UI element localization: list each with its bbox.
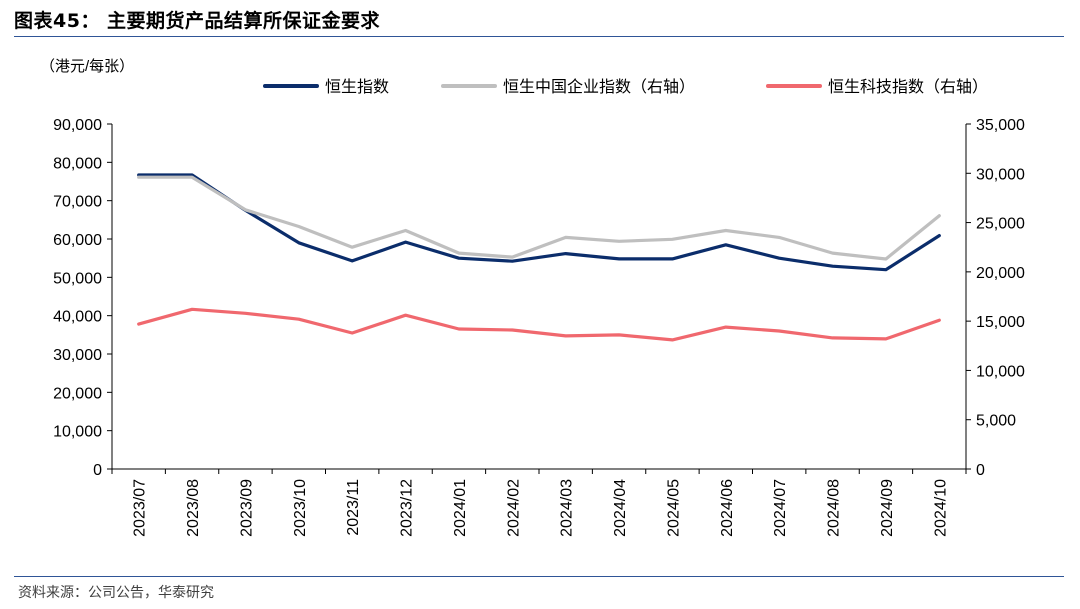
- x-tick-label: 2024/01: [452, 479, 469, 537]
- left-tick-label: 70,000: [53, 194, 102, 211]
- x-tick-label: 2023/12: [399, 479, 416, 537]
- x-tick-label: 2024/06: [719, 479, 736, 537]
- legend-label-2: 恒生中国企业指数（右轴）: [503, 78, 695, 96]
- x-tick-label: 2023/07: [132, 479, 149, 537]
- x-tick-label: 2024/09: [879, 479, 896, 537]
- x-tick-label: 2023/08: [185, 479, 202, 537]
- x-tick-label: 2023/10: [292, 479, 309, 537]
- x-tick-label: 2024/05: [665, 479, 682, 537]
- left-tick-label: 0: [93, 462, 102, 479]
- legend-label-1: 恒生指数: [325, 78, 389, 96]
- left-tick-label: 10,000: [53, 424, 102, 441]
- legend-label-3: 恒生科技指数（右轴）: [828, 78, 988, 96]
- chart-title: 图表45： 主要期货产品结算所保证金要求: [14, 10, 381, 32]
- right-tick-label: 35,000: [976, 117, 1025, 134]
- left-tick-label: 20,000: [53, 385, 102, 402]
- series-line-1: [137, 173, 941, 272]
- x-tick-label: 2024/03: [559, 479, 576, 537]
- series-line-3: [137, 307, 941, 342]
- left-tick-label: 90,000: [53, 117, 102, 134]
- axes: 0 10,000 20,000 30,000 40,000 50,000 60,000 70,…: [53, 117, 1025, 537]
- source-note: 资料来源：公司公告，华泰研究: [18, 585, 214, 601]
- right-tick-label: 10,000: [976, 363, 1025, 380]
- series-lines: [137, 173, 941, 342]
- right-tick-label: 15,000: [976, 314, 1025, 331]
- footer-divider: [14, 576, 1064, 577]
- x-tick-label: 2024/08: [826, 479, 843, 537]
- left-tick-label: 60,000: [53, 232, 102, 249]
- right-tick-label: 25,000: [976, 216, 1025, 233]
- left-tick-label: 40,000: [53, 309, 102, 326]
- right-tick-label: 30,000: [976, 166, 1025, 183]
- x-tick-label: 2023/11: [345, 479, 362, 536]
- x-tick-label: 2024/07: [772, 479, 789, 537]
- legend: 恒生指数 恒生中国企业指数（右轴） 恒生科技指数（右轴）: [263, 78, 988, 96]
- x-tick-label: 2023/09: [238, 479, 255, 537]
- series-line-2: [137, 175, 941, 261]
- left-tick-label: 80,000: [53, 155, 102, 172]
- x-tick-label: 2024/02: [505, 479, 522, 537]
- right-tick-label: 5,000: [976, 413, 1016, 430]
- line-chart: 0 10,000 20,000 30,000 40,000 50,000 60,000 70,…: [40, 58, 1025, 537]
- x-tick-label: 2024/10: [932, 479, 949, 537]
- left-tick-label: 50,000: [53, 270, 102, 287]
- left-tick-label: 30,000: [53, 347, 102, 364]
- title-divider: [14, 36, 1064, 37]
- right-tick-label: 20,000: [976, 265, 1025, 282]
- unit-label: （港元/每张）: [40, 58, 134, 75]
- right-tick-label: 0: [976, 462, 985, 479]
- x-tick-label: 2024/04: [612, 479, 629, 537]
